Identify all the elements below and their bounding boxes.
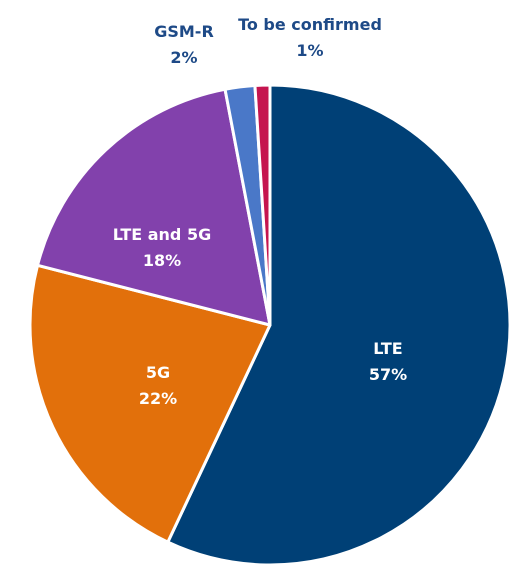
pie-slice-lte <box>166 83 512 567</box>
pie-slice-to-be-confirmed <box>253 83 272 327</box>
slice-value-to-be-confirmed: 1% <box>296 41 323 60</box>
pie-slice-5g <box>28 263 272 544</box>
slice-value-gsm-r: 2% <box>170 48 197 67</box>
slice-label-5g: 5G <box>146 363 170 382</box>
slice-label-lte-and-5g: LTE and 5G <box>113 225 211 244</box>
slice-value-5g: 22% <box>139 389 177 408</box>
slice-label-gsm-r: GSM-R <box>154 22 214 41</box>
pie-slices <box>28 83 512 567</box>
slice-label-to-be-confirmed: To be confirmed <box>238 15 382 34</box>
slice-labels: LTE 57% 5G 22% LTE and 5G 18% GSM-R 2% To be con… <box>113 15 407 408</box>
pie-slice-lte-and-5g <box>36 87 272 327</box>
slice-value-lte: 57% <box>369 365 407 384</box>
slice-value-lte-and-5g: 18% <box>143 251 181 270</box>
slice-label-lte: LTE <box>373 339 402 358</box>
